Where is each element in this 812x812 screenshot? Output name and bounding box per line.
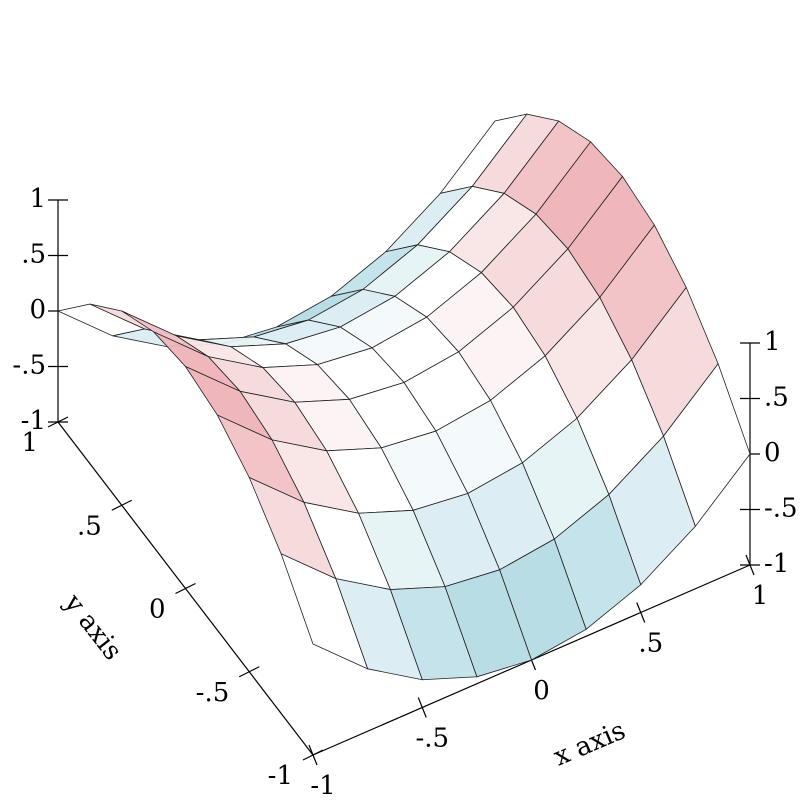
y-tick xyxy=(111,499,133,511)
x-tick-label: .5 xyxy=(638,629,663,659)
y-tick-label: -1 xyxy=(268,761,293,791)
surface-patch xyxy=(280,553,369,670)
y-tick xyxy=(175,582,196,595)
z-tick-label: .5 xyxy=(764,383,789,413)
z-tick-label: .5 xyxy=(21,240,46,270)
y-tick-label: -.5 xyxy=(196,678,230,708)
z-tick-label: 0 xyxy=(29,295,46,325)
z-tick-label: 1 xyxy=(764,327,781,357)
x-axis-label: x axis xyxy=(549,716,630,773)
z-tick-label: -.5 xyxy=(764,494,798,524)
z-tick-label: 1 xyxy=(29,184,46,214)
x-tick xyxy=(636,602,646,623)
z-tick-label: -.5 xyxy=(12,351,46,381)
y-tick-label: .5 xyxy=(77,511,102,541)
z-tick-label: 0 xyxy=(764,438,781,468)
x-tick-label: -1 xyxy=(310,771,335,801)
z-tick-label: -1 xyxy=(764,549,789,579)
y-axis-label: y axis xyxy=(57,588,127,666)
x-tick xyxy=(417,697,427,718)
y-tick-label: 0 xyxy=(149,595,166,625)
y-tick-label: 1 xyxy=(21,428,38,458)
z-tick-label: -1 xyxy=(21,406,46,436)
y-tick xyxy=(302,749,324,761)
x-tick-label: -.5 xyxy=(415,724,449,754)
y-tick xyxy=(238,666,260,678)
x-tick-label: 0 xyxy=(533,676,550,706)
x-tick-label: 1 xyxy=(752,581,769,611)
